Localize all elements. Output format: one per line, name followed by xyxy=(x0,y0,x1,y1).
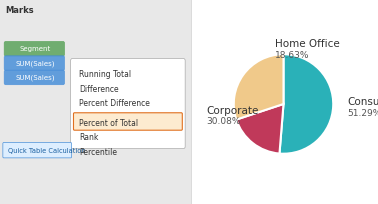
FancyBboxPatch shape xyxy=(73,113,182,131)
Wedge shape xyxy=(279,55,333,154)
FancyBboxPatch shape xyxy=(3,143,71,158)
Wedge shape xyxy=(234,55,284,120)
Text: Home Office: Home Office xyxy=(274,39,339,49)
FancyBboxPatch shape xyxy=(71,59,185,149)
Text: Consumer: Consumer xyxy=(347,97,378,107)
FancyBboxPatch shape xyxy=(4,71,65,85)
Text: Corporate: Corporate xyxy=(206,105,259,115)
Text: SUM(Sales): SUM(Sales) xyxy=(15,60,55,67)
FancyBboxPatch shape xyxy=(4,42,65,57)
Text: Rank: Rank xyxy=(79,133,99,142)
Text: SUM(Sales): SUM(Sales) xyxy=(15,74,55,81)
Text: Segment: Segment xyxy=(20,46,51,52)
Text: Percentile: Percentile xyxy=(79,147,117,156)
Text: Running Total: Running Total xyxy=(79,70,131,79)
Text: 51.29%: 51.29% xyxy=(347,108,378,117)
Text: Quick Table Calculation: Quick Table Calculation xyxy=(8,147,85,154)
Text: Difference: Difference xyxy=(79,84,119,93)
Text: Percent Difference: Percent Difference xyxy=(79,99,150,108)
Text: Marks: Marks xyxy=(6,6,34,15)
Text: 18.63%: 18.63% xyxy=(274,51,309,59)
Text: Percent of Total: Percent of Total xyxy=(79,118,138,127)
Text: 30.08%: 30.08% xyxy=(206,117,241,126)
FancyBboxPatch shape xyxy=(4,57,65,71)
Wedge shape xyxy=(236,104,284,154)
